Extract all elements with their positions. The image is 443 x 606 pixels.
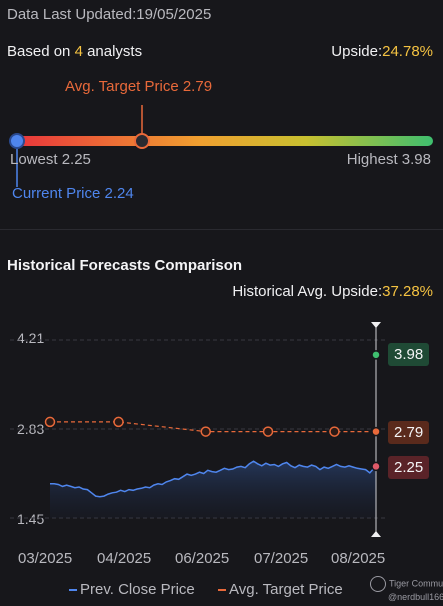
tiger-logo-icon	[370, 576, 386, 592]
x-tick-08-2025: 08/2025	[331, 550, 386, 567]
historical-upside-value: 37.28%	[382, 283, 433, 300]
y-tick-4-21: 4.21	[17, 330, 45, 346]
avg-target-point	[262, 426, 274, 437]
lowest-target-badge: 2.25	[388, 456, 430, 479]
current-price-label: Current Price 2.24	[12, 185, 134, 202]
x-tick-07-2025: 07/2025	[254, 550, 309, 567]
legend-prev-close-swatch	[69, 588, 77, 591]
avg-target-badge: 2.79	[388, 421, 430, 444]
avg-target-point	[329, 426, 340, 437]
price-area-fill	[50, 461, 376, 518]
legend-avg-target-swatch	[218, 588, 226, 591]
avg-target-price-line	[50, 421, 376, 433]
historical-forecast-chart[interactable]	[0, 318, 443, 548]
avg-target-point	[113, 416, 124, 428]
avg-target-label: Avg. Target Price 2.79	[65, 78, 213, 95]
legend-avg-target[interactable]: Avg. Target Price	[218, 581, 343, 598]
price-range-bar	[9, 105, 433, 187]
avg-target-point	[200, 426, 211, 437]
avg-target-marker	[134, 133, 150, 149]
historical-title: Historical Forecasts Comparison	[7, 257, 243, 274]
x-tick-06-2025: 06/2025	[175, 550, 230, 567]
data-updated-text: Data Last Updated:19/05/2025	[7, 6, 212, 23]
range-gradient-track	[10, 136, 433, 146]
analyst-count: 4	[74, 43, 83, 60]
lowest-label: Lowest 2.25	[10, 151, 91, 168]
end-point-marker	[371, 426, 381, 437]
current-price-marker	[9, 133, 25, 149]
watermark: Tiger Community@nerdbull1669	[370, 576, 443, 603]
y-tick-2-83: 2.83	[17, 421, 45, 437]
section-divider	[0, 229, 443, 230]
prev-close-price-line	[50, 460, 377, 498]
analyst-count-text: Based on 4 analysts	[7, 43, 143, 60]
x-tick-03-2025: 03/2025	[18, 550, 73, 567]
historical-upside-text: Historical Avg. Upside:37.28%	[232, 283, 433, 300]
crosshair-top-handle	[371, 322, 381, 328]
y-tick-1-45: 1.45	[17, 511, 45, 527]
avg-target-point	[44, 416, 56, 428]
x-tick-04-2025: 04/2025	[97, 550, 152, 567]
end-point-marker	[371, 350, 381, 360]
highest-target-badge: 3.98	[388, 343, 430, 366]
end-point-marker	[371, 461, 381, 472]
upside-text: Upside:24.78%	[331, 43, 433, 60]
highest-label: Highest 3.98	[346, 151, 431, 168]
legend-prev-close[interactable]: Prev. Close Price	[69, 581, 195, 598]
upside-value: 24.78%	[382, 43, 433, 60]
crosshair-bottom-handle	[371, 531, 381, 537]
